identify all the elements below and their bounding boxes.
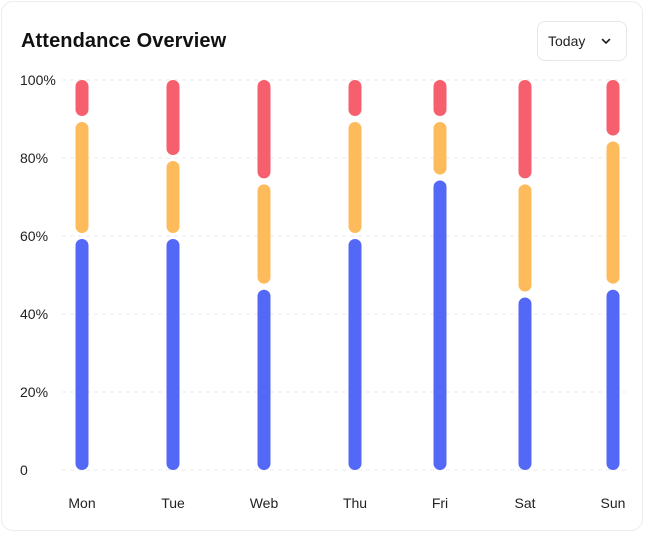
bar-segment-fri-2[interactable] [433, 80, 447, 116]
bar-segment-sun-2[interactable] [606, 80, 620, 136]
x-tick-label: Tue [161, 495, 185, 511]
bar-segment-tue-1[interactable] [166, 161, 180, 233]
bar-segment-fri-0[interactable] [433, 180, 447, 471]
bar-segment-sat-2[interactable] [518, 80, 532, 179]
bar-segment-sun-1[interactable] [606, 141, 620, 284]
x-tick-label: Web [250, 495, 279, 511]
chevron-down-icon [601, 38, 611, 44]
x-tick-label: Fri [432, 495, 448, 511]
y-tick-label: 80% [20, 150, 48, 166]
bar-segment-tue-2[interactable] [166, 80, 180, 155]
bar-segment-sat-0[interactable] [518, 297, 532, 471]
y-tick-label: 60% [20, 228, 48, 244]
period-select[interactable]: Today [537, 21, 627, 61]
chart-title: Attendance Overview [21, 30, 227, 52]
x-tick-label: Sun [601, 495, 626, 511]
bar-segment-mon-0[interactable] [75, 239, 89, 470]
bar-segment-thu-2[interactable] [348, 80, 362, 116]
y-tick-label: 40% [20, 306, 48, 322]
period-select-value: Today [548, 33, 586, 49]
bar-segment-sat-1[interactable] [518, 184, 532, 292]
bar-segment-mon-1[interactable] [75, 122, 89, 233]
y-tick-label: 0 [20, 462, 28, 478]
bar-segment-tue-0[interactable] [166, 239, 180, 470]
y-tick-label: 100% [20, 72, 56, 88]
x-tick-label: Mon [68, 495, 95, 511]
bar-segment-fri-1[interactable] [433, 122, 447, 175]
x-tick-label: Sat [514, 495, 535, 511]
bar-segment-web-2[interactable] [257, 80, 271, 179]
y-tick-label: 20% [20, 384, 48, 400]
bar-segment-thu-0[interactable] [348, 239, 362, 470]
x-tick-label: Thu [343, 495, 367, 511]
bar-segment-sun-0[interactable] [606, 289, 620, 470]
bar-segment-mon-2[interactable] [75, 80, 89, 116]
bar-segment-web-1[interactable] [257, 184, 271, 284]
bar-segment-web-0[interactable] [257, 289, 271, 470]
bar-segment-thu-1[interactable] [348, 122, 362, 233]
